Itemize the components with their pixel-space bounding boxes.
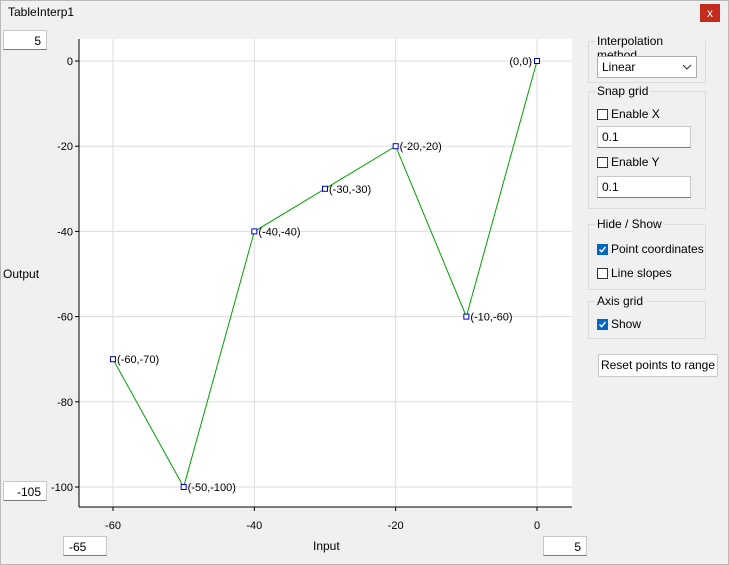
snap-grid-title: Snap grid: [595, 84, 651, 98]
x-tick-label: -40: [246, 520, 262, 531]
y-tick-label: -60: [57, 312, 73, 324]
y-min-input[interactable]: -105: [3, 481, 47, 501]
x-tick-label: -20: [388, 520, 404, 531]
checkbox-box[interactable]: [597, 267, 608, 279]
y-axis-title: Output: [3, 267, 40, 281]
axis-grid-show-checkbox[interactable]: Show: [597, 316, 641, 332]
x-tick-label: 0: [534, 520, 540, 531]
interp-method-select[interactable]: Linear: [597, 56, 697, 78]
x-axis-title: Input: [313, 539, 340, 553]
point-label: (0,0): [509, 56, 532, 68]
data-point: [322, 185, 328, 192]
data-point: [463, 313, 470, 320]
data-point: [180, 484, 187, 490]
reset-points-button[interactable]: Reset points to range: [598, 354, 718, 377]
y-tick-label: -80: [57, 397, 73, 409]
close-button[interactable]: x: [700, 4, 720, 22]
enable-x-label: Enable X: [611, 107, 660, 121]
interp-plot[interactable]: 0 -20 -40 -60 -80 -100 -60 -40 -20 0 (-60,-70) (-50…: [1, 1, 581, 531]
snap-y-input[interactable]: 0.1: [597, 176, 691, 198]
checkbox-box[interactable]: [597, 108, 608, 120]
checkbox-box[interactable]: [597, 243, 608, 255]
data-point: [392, 143, 399, 150]
enable-y-label: Enable Y: [611, 155, 660, 169]
checkbox-box[interactable]: [597, 318, 608, 330]
line-slopes-checkbox[interactable]: Line slopes: [597, 265, 672, 281]
y-max-input[interactable]: 5: [3, 30, 47, 50]
hide-show-title: Hide / Show: [595, 217, 664, 231]
point-label: (-40,-40): [258, 226, 300, 238]
data-point: [534, 58, 540, 64]
x-max-input[interactable]: 5: [543, 536, 587, 556]
enable-x-checkbox[interactable]: Enable X: [597, 106, 660, 122]
line-slopes-label: Line slopes: [611, 266, 672, 280]
point-coords-checkbox[interactable]: Point coordinates: [597, 241, 704, 257]
hide-show-group: Hide / Show Point coordinates Line slope…: [588, 217, 706, 290]
y-tick-label: -100: [51, 482, 73, 494]
point-label: (-50,-100): [188, 482, 236, 494]
title-bar[interactable]: TableInterp1 x: [1, 1, 728, 25]
interp-method-value: Linear: [602, 60, 636, 74]
point-label: (-60,-70): [117, 354, 159, 366]
y-tick-label: 0: [67, 56, 73, 68]
plot-area: [79, 39, 572, 507]
point-coords-label: Point coordinates: [611, 242, 704, 256]
axis-grid-show-label: Show: [611, 317, 642, 331]
y-tick-label: -40: [57, 226, 73, 238]
data-point: [251, 228, 258, 235]
interp-method-group: Interpolation method Linear: [588, 34, 706, 83]
point-label: (-30,-30): [329, 184, 371, 196]
axis-grid-title: Axis grid: [595, 294, 646, 308]
snap-grid-group: Snap grid Enable X 0.1 Enable Y 0.1: [588, 84, 706, 209]
x-tick-label: -60: [105, 520, 121, 531]
chevron-down-icon: [682, 57, 692, 85]
point-label: (-10,-60): [470, 312, 512, 324]
x-min-input[interactable]: -65: [63, 536, 107, 556]
axis-grid-group: Axis grid Show: [588, 294, 706, 339]
y-tick-label: -20: [57, 141, 73, 153]
checkbox-box[interactable]: [597, 156, 608, 168]
data-point: [110, 356, 116, 363]
window-title: TableInterp1: [8, 5, 75, 19]
snap-x-input[interactable]: 0.1: [597, 126, 691, 148]
enable-y-checkbox[interactable]: Enable Y: [597, 154, 660, 170]
point-label: (-20,-20): [400, 141, 442, 153]
